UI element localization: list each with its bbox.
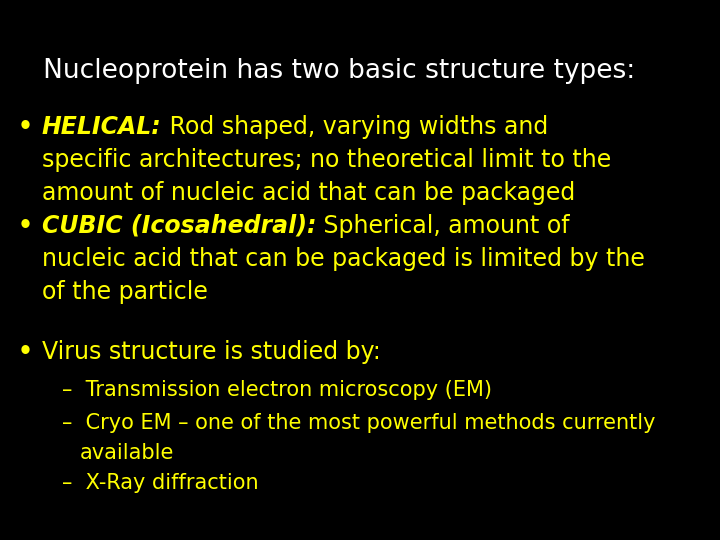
Text: Nucleoprotein has two basic structure types:: Nucleoprotein has two basic structure ty… [18, 58, 635, 84]
Text: •: • [18, 214, 33, 238]
Text: specific architectures; no theoretical limit to the: specific architectures; no theoretical l… [42, 148, 611, 172]
Text: Rod shaped, varying widths and: Rod shaped, varying widths and [162, 115, 548, 139]
Text: HELICAL:: HELICAL: [42, 115, 162, 139]
Text: Virus structure is studied by:: Virus structure is studied by: [42, 340, 381, 364]
Text: nucleic acid that can be packaged is limited by the: nucleic acid that can be packaged is lim… [42, 247, 645, 271]
Text: available: available [80, 443, 174, 463]
Text: Spherical, amount of: Spherical, amount of [317, 214, 570, 238]
Text: •: • [18, 115, 33, 139]
Text: of the particle: of the particle [42, 280, 208, 304]
Text: amount of nucleic acid that can be packaged: amount of nucleic acid that can be packa… [42, 181, 575, 205]
Text: CUBIC (Icosahedral):: CUBIC (Icosahedral): [42, 214, 317, 238]
Text: –  X-Ray diffraction: – X-Ray diffraction [62, 473, 258, 493]
Text: –  Cryo EM – one of the most powerful methods currently: – Cryo EM – one of the most powerful met… [62, 413, 655, 433]
Text: •: • [18, 340, 33, 364]
Text: –  Transmission electron microscopy (EM): – Transmission electron microscopy (EM) [62, 380, 492, 400]
